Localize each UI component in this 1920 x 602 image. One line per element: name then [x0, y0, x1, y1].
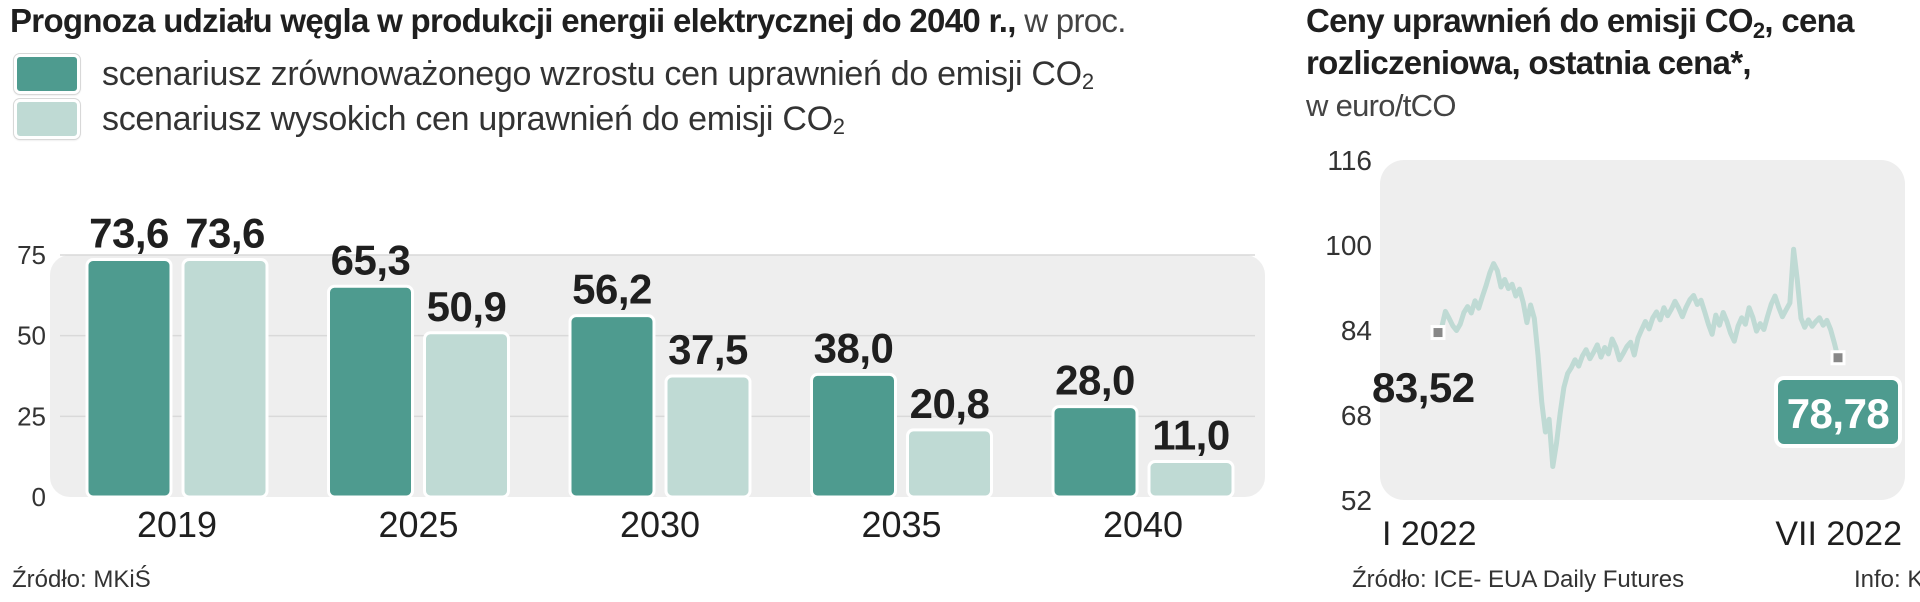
bar-value-label: 38,0 — [814, 324, 894, 371]
price-line — [1435, 246, 1841, 469]
y-tick-label: 84 — [1341, 315, 1372, 346]
bar-chart-source: Źródło: MKiŚ — [12, 566, 151, 593]
y-tick-label: 100 — [1325, 230, 1372, 261]
bar-value-label: 65,3 — [331, 236, 411, 283]
bar-value-label: 73,6 — [185, 210, 265, 257]
line-chart-title-line1: Ceny uprawnień do emisji CO2, cena — [1306, 2, 1854, 43]
y-tick-label: 25 — [17, 401, 46, 431]
last-value-box — [1774, 376, 1902, 448]
bar-light — [664, 374, 752, 499]
first-value-label: 83,52 — [1372, 364, 1475, 411]
y-tick-label: 116 — [1327, 145, 1372, 176]
bar-dark — [85, 258, 173, 499]
y-tick-label: 68 — [1341, 400, 1372, 431]
line-chart: 52 68 84 100 116 83,52 78,78 I 2022 VII 2022 — [1325, 145, 1905, 553]
x-category-label: 2040 — [1103, 504, 1183, 545]
bar-value-label: 28,0 — [1055, 357, 1135, 404]
last-value-label: 78,78 — [1787, 390, 1890, 437]
line-chart-credit: Info: K — [1854, 566, 1920, 593]
line-chart-source: Źródło: ICE- EUA Daily Futures — [1352, 566, 1685, 593]
legend-swatch-light — [14, 99, 80, 139]
bar-value-label: 37,5 — [668, 326, 748, 373]
legend-swatch-dark — [14, 54, 80, 94]
x-category-label: 2019 — [137, 504, 217, 545]
y-tick-label: 52 — [1341, 485, 1372, 516]
right-panel: Ceny uprawnień do emisji CO2, cena rozli… — [1290, 0, 1920, 602]
bar-dark — [568, 314, 656, 499]
bar-value-label: 50,9 — [427, 283, 507, 330]
bar-light — [1147, 460, 1235, 499]
y-tick-label: 50 — [17, 321, 46, 351]
legend-label-dark: scenariusz zrównoważonego wzrostu cen up… — [102, 54, 1094, 94]
bar-chart-title: Prognoza udziału węgla w produkcji energ… — [10, 2, 1126, 40]
bar-value-label: 11,0 — [1152, 412, 1229, 459]
bar-dark — [1051, 405, 1139, 499]
bar-dark — [810, 372, 897, 499]
legend-item-dark: scenariusz zrównoważonego wzrostu cen up… — [14, 54, 1094, 94]
bar-chart-title-bold: Prognoza udziału węgla w produkcji energ… — [10, 2, 1016, 39]
legend-item-light: scenariusz wysokich cen uprawnień do emi… — [14, 99, 845, 139]
bar-chart-title-unit: w proc. — [1015, 2, 1126, 39]
bar-light — [906, 428, 993, 499]
line-chart-unit: w euro/tCO — [1306, 88, 1456, 123]
x-category-label: 2025 — [378, 504, 458, 545]
bar-value-label: 56,2 — [572, 266, 652, 313]
bar-value-label: 20,8 — [910, 380, 990, 427]
legend-label-light: scenariusz wysokich cen uprawnień do emi… — [102, 99, 845, 139]
x-tick-label-end: VII 2022 — [1775, 515, 1902, 553]
first-point-marker — [1430, 325, 1446, 341]
bar-light — [181, 258, 269, 499]
x-tick-label-start: I 2022 — [1382, 515, 1477, 553]
left-panel: Prognoza udziału węgla w produkcji energ… — [10, 2, 1265, 593]
line-chart-title-line2: rozliczeniowa, ostatnia cena*, — [1306, 44, 1752, 81]
bar-dark — [327, 284, 414, 499]
bar-chart: 0 25 50 75 73,6 73,6 2019 65,3 50,9 2025 56,2 37,5 2… — [17, 210, 1265, 545]
x-category-label: 2035 — [861, 504, 941, 545]
last-point-marker — [1830, 350, 1846, 366]
bar-light — [423, 331, 510, 499]
y-tick-label: 75 — [17, 240, 46, 270]
bar-value-label: 73,6 — [89, 210, 169, 257]
y-tick-label: 0 — [32, 482, 46, 512]
x-category-label: 2030 — [620, 504, 700, 545]
